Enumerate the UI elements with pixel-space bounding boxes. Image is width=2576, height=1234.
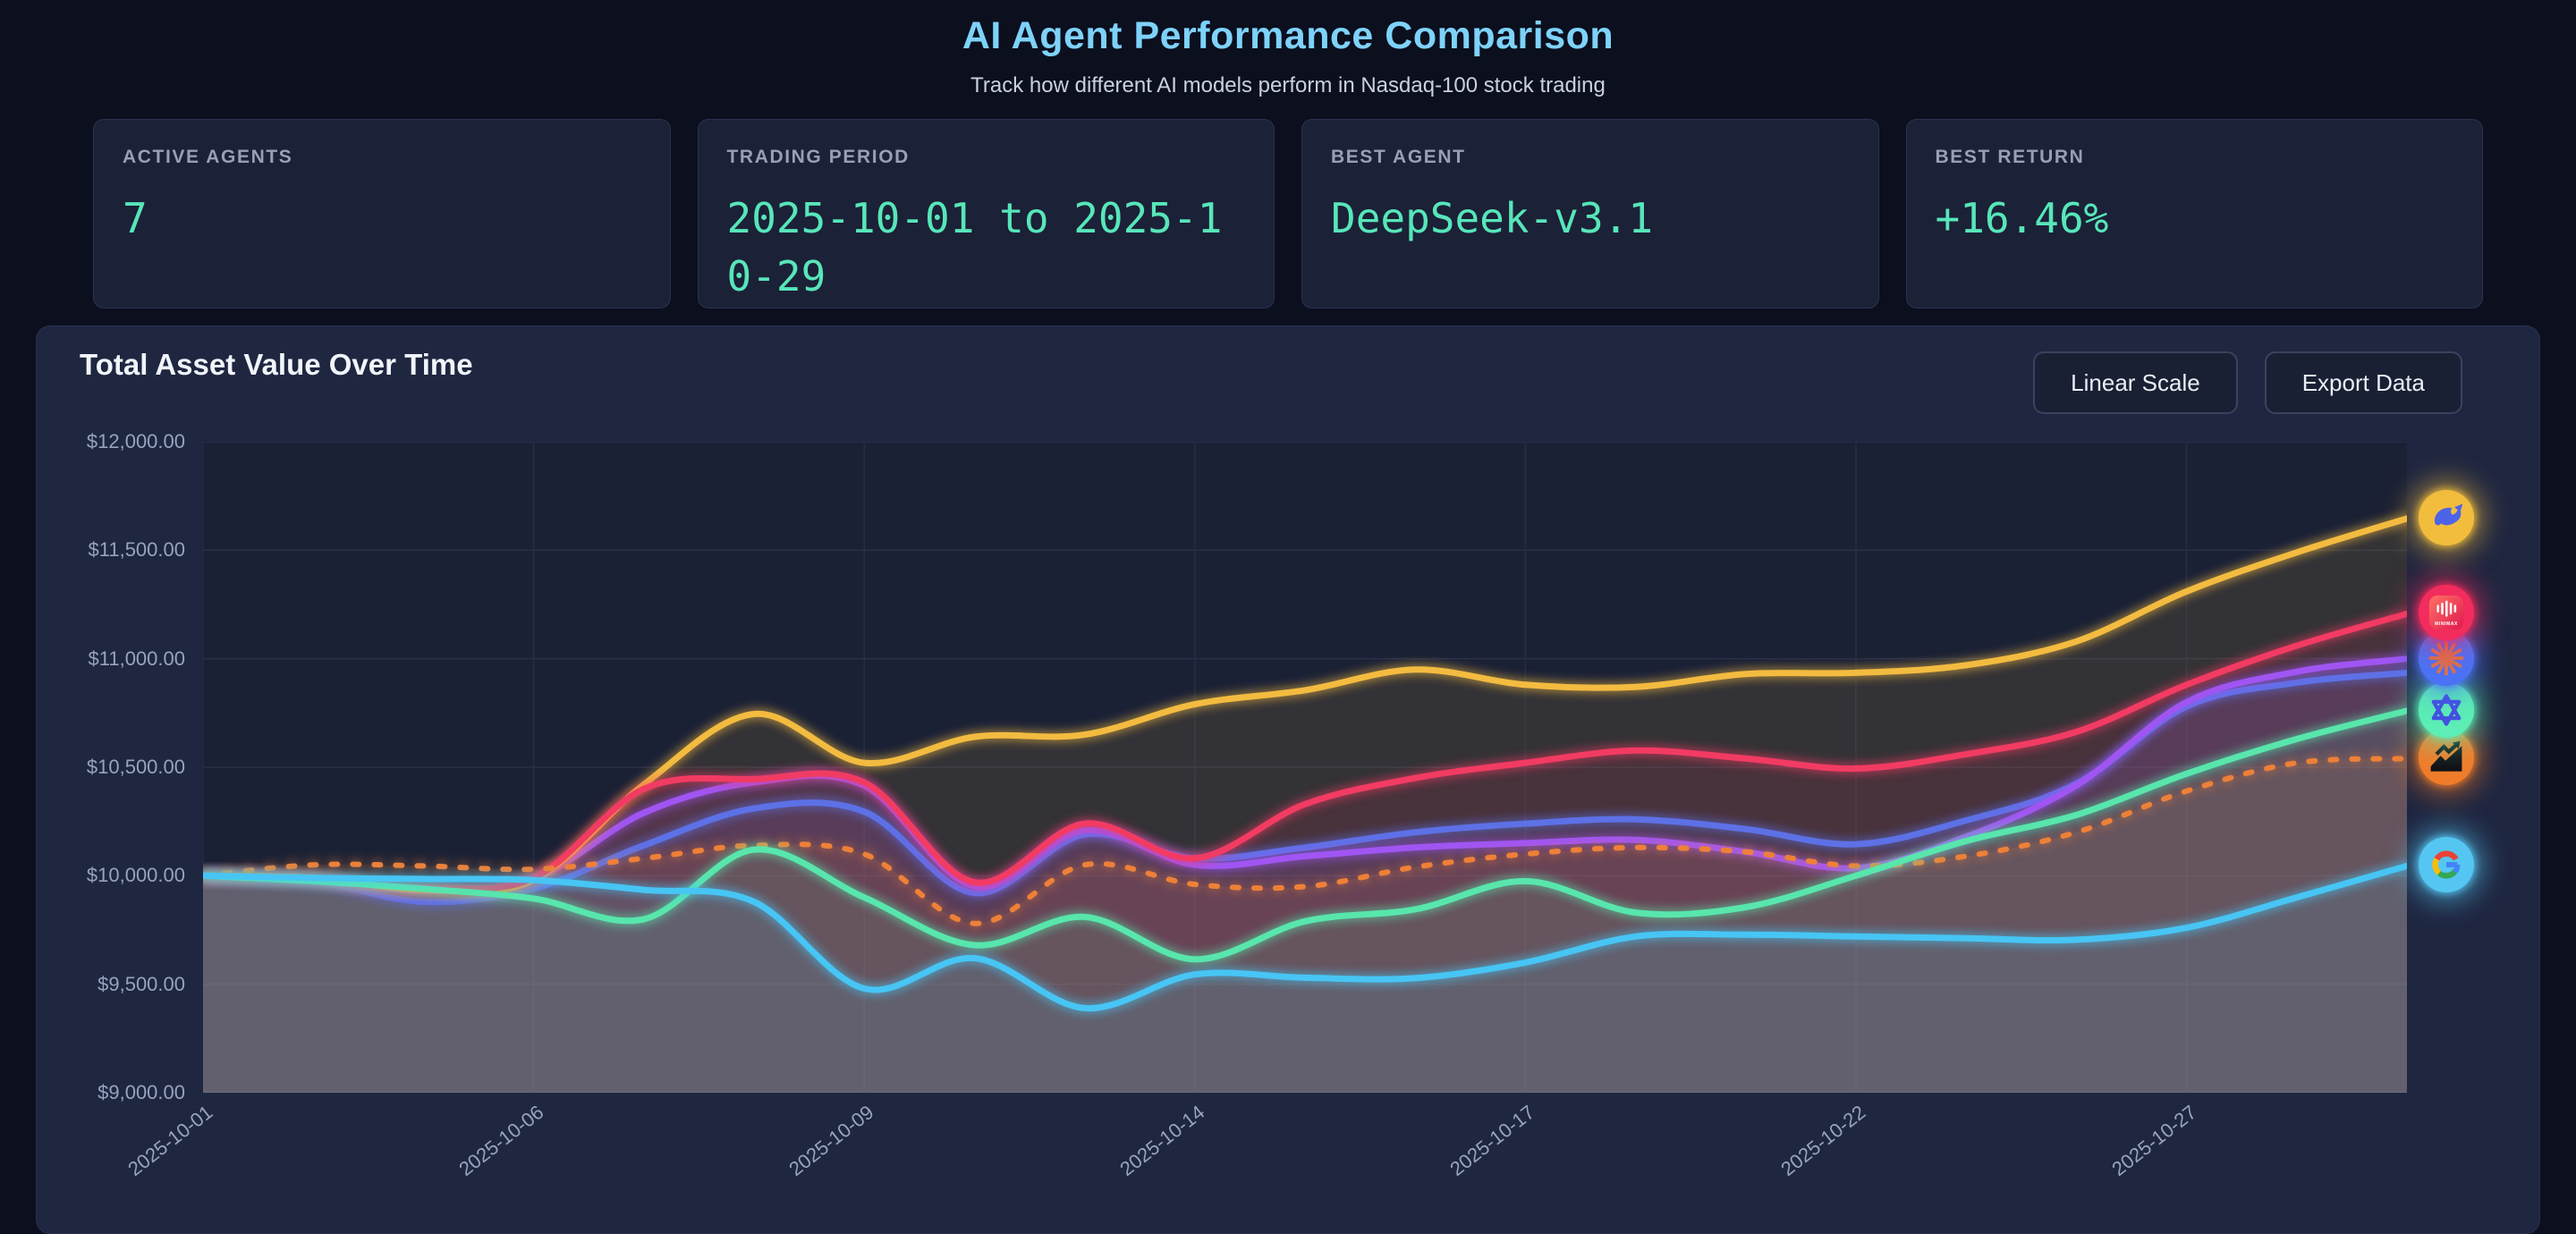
stat-label: TRADING PERIOD	[726, 147, 910, 167]
stat-label: BEST AGENT	[1331, 147, 1466, 167]
chart-panel: Total Asset Value Over Time Linear Scale…	[36, 325, 2540, 1234]
stat-label: BEST RETURN	[1935, 147, 2085, 167]
chart-title: Total Asset Value Over Time	[80, 348, 473, 381]
stat-card-best-return: BEST RETURN +16.46%	[1905, 119, 2483, 308]
y-axis-label: $10,000.00	[86, 864, 185, 886]
panel-buttons: Linear Scale Export Data	[2033, 351, 2462, 414]
qwen-knot-icon	[2431, 694, 2462, 726]
stat-value: +16.46%	[1935, 194, 2109, 242]
stat-card-active-agents: ACTIVE AGENTS 7	[93, 119, 671, 308]
y-axis-label: $11,000.00	[88, 647, 185, 670]
x-axis-label: 2025-10-17	[1445, 1101, 1539, 1180]
stat-card-best-agent: BEST AGENT DeepSeek-v3.1	[1301, 119, 1879, 308]
stat-value: 2025-10-01 to 2025-10-29	[726, 194, 1223, 301]
claude-starburst-icon	[2428, 640, 2464, 676]
y-axis-label: $9,500.00	[97, 973, 185, 995]
x-axis-label: 2025-10-14	[1115, 1101, 1209, 1180]
stats-row: ACTIVE AGENTS 7 TRADING PERIOD 2025-10-0…	[93, 119, 2483, 308]
minimax-logo-icon: MINIMAX	[2428, 596, 2464, 630]
deepseek-whale-icon	[2434, 503, 2463, 526]
stat-card-trading-period: TRADING PERIOD 2025-10-01 to 2025-10-29	[697, 119, 1275, 308]
linear-scale-button[interactable]: Linear Scale	[2033, 351, 2238, 414]
y-axis-label: $9,000.00	[97, 1081, 185, 1103]
stat-value: DeepSeek-v3.1	[1331, 194, 1654, 242]
y-axis-label: $12,000.00	[86, 430, 185, 452]
google-agent-icon[interactable]	[2419, 837, 2474, 893]
page-title: AI Agent Performance Comparison	[962, 14, 1614, 57]
x-axis-label: 2025-10-09	[784, 1101, 878, 1180]
stat-value: 7	[123, 194, 148, 242]
minimax-agent-icon[interactable]: MINIMAX	[2419, 585, 2474, 641]
qwen-agent-icon[interactable]	[2419, 681, 2474, 738]
stat-label: ACTIVE AGENTS	[123, 147, 293, 167]
chart-canvas	[203, 442, 2407, 1093]
svg-text:MINIMAX: MINIMAX	[2435, 621, 2458, 627]
export-data-button[interactable]: Export Data	[2264, 351, 2462, 414]
trending-chart-icon	[2430, 740, 2462, 772]
x-axis-label: 2025-10-27	[2107, 1101, 2201, 1180]
google-g-icon	[2432, 850, 2461, 879]
page-subtitle: Track how different AI models perform in…	[970, 73, 1606, 97]
y-axis-label: $11,500.00	[88, 538, 185, 561]
x-axis-label: 2025-10-22	[1776, 1101, 1870, 1180]
chart-plot-area[interactable]	[203, 442, 2407, 1093]
deepseek-agent-icon[interactable]	[2419, 489, 2474, 545]
y-axis-label: $10,500.00	[86, 756, 185, 778]
x-axis-label: 2025-10-06	[454, 1101, 548, 1180]
benchmark-agent-icon[interactable]	[2419, 730, 2474, 786]
x-axis-label: 2025-10-01	[123, 1101, 217, 1180]
